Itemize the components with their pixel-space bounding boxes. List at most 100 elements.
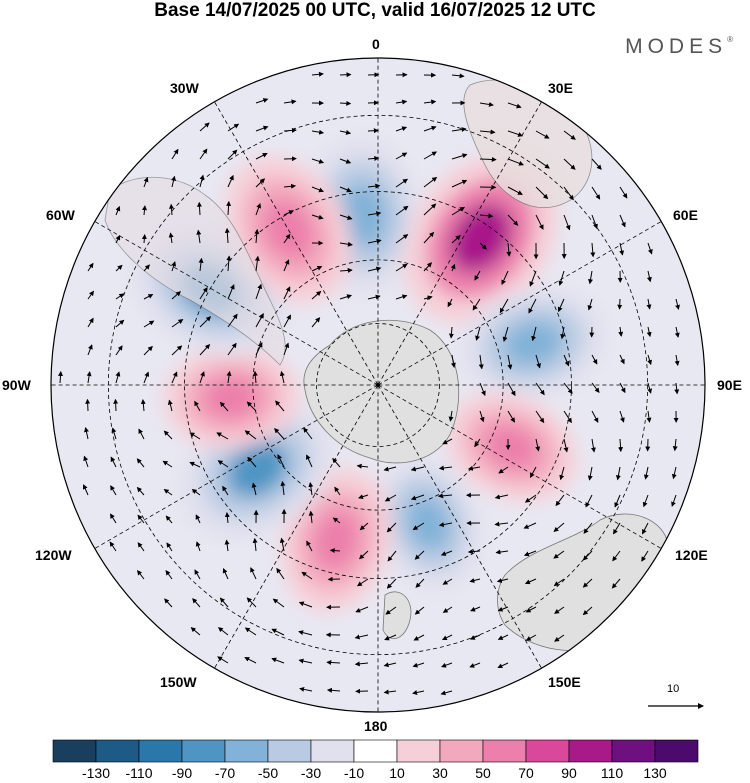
wind-arrow	[588, 270, 593, 285]
wind-arrow	[507, 214, 519, 226]
colorbar-tick-label: 30	[432, 765, 448, 781]
wind-arrow	[272, 598, 285, 608]
wind-arrow	[339, 186, 352, 193]
wind-arrow	[115, 205, 121, 216]
graticule	[51, 58, 705, 712]
wind-arrow	[115, 371, 121, 384]
wind-arrow	[246, 401, 257, 412]
wind-arrow	[558, 270, 565, 286]
wind-arrow	[535, 158, 550, 169]
wind-arrow	[311, 158, 325, 164]
lon-label-90e: 90E	[717, 377, 742, 393]
wind-arrow	[585, 494, 593, 508]
wind-arrow	[423, 231, 435, 244]
wind-arrow	[479, 382, 486, 397]
wind-arrow	[311, 214, 324, 220]
colorbar-tick-label: 70	[518, 765, 534, 781]
lon-label-150e: 150E	[548, 674, 581, 690]
wind-arrow	[217, 460, 229, 468]
wind-arrow	[358, 494, 369, 500]
wind-arrow	[591, 354, 598, 365]
wind-arrow	[423, 203, 437, 216]
wind-arrow	[554, 606, 565, 614]
wind-arrow	[275, 400, 285, 412]
wind-arrow	[507, 354, 513, 370]
wind-arrow	[246, 597, 257, 608]
lon-label-180: 180	[364, 718, 388, 734]
wind-arrow	[507, 410, 515, 423]
wind-arrow	[279, 370, 285, 384]
wind-arrow	[587, 466, 593, 481]
wind-arrow	[219, 401, 229, 412]
meridian-line	[214, 385, 379, 669]
wind-arrow	[137, 514, 145, 524]
wind-arrow	[437, 493, 453, 499]
wind-arrow	[423, 176, 438, 188]
colorbar-swatch	[525, 739, 570, 763]
wind-arrow	[412, 662, 425, 668]
wind-arrow	[311, 186, 324, 193]
wind-arrow	[412, 522, 425, 530]
wind-arrow	[227, 342, 237, 356]
wind-arrow	[395, 205, 409, 216]
wind-arrow	[143, 176, 149, 188]
wind-arrow	[199, 174, 205, 188]
wind-arrow	[86, 371, 92, 384]
wind-arrow	[339, 241, 353, 247]
wind-arrow	[113, 398, 119, 412]
wind-arrow	[674, 354, 680, 367]
wind-arrow	[497, 634, 509, 640]
modes-logo-text: MODES	[625, 35, 728, 58]
wind-arrow	[582, 578, 593, 588]
wind-arrow	[395, 126, 408, 132]
wind-arrow	[502, 326, 509, 342]
lon-label-60e: 60E	[673, 207, 698, 223]
wind-arrow	[279, 537, 285, 552]
wind-arrow	[339, 267, 353, 273]
anomaly-contour	[449, 204, 512, 273]
wind-arrow	[227, 284, 235, 300]
wind-arrow	[143, 320, 155, 328]
wind-arrow	[283, 99, 297, 105]
wind-arrow	[451, 73, 465, 79]
wind-arrow	[283, 259, 290, 272]
wind-arrow	[277, 454, 285, 468]
wind-arrow	[298, 601, 313, 608]
wind-arrow	[226, 255, 232, 272]
wind-arrow	[529, 270, 537, 287]
wind-arrow	[171, 261, 177, 272]
wind-arrow	[553, 578, 565, 587]
wind-arrow	[308, 481, 314, 496]
wind-arrow	[497, 606, 509, 612]
wind-arrow	[110, 513, 117, 524]
wind-arrow	[332, 457, 341, 468]
wind-arrow	[447, 298, 453, 308]
wind-arrow	[254, 228, 260, 244]
wind-arrow	[271, 657, 285, 664]
colorbar-swatch	[310, 739, 355, 763]
colorbar-swatch	[138, 739, 183, 763]
wind-arrow	[413, 634, 425, 641]
wind-arrow	[356, 578, 369, 587]
wind-arrow	[303, 427, 313, 440]
wind-arrow	[339, 100, 352, 106]
wind-arrow	[227, 149, 238, 160]
wind-arrow	[84, 427, 89, 440]
wind-arrow	[448, 326, 454, 339]
wind-arrow	[198, 257, 204, 272]
wind-arrow	[252, 370, 258, 384]
wind-arrow	[423, 295, 433, 301]
wind-arrow	[563, 130, 576, 140]
wind-arrow	[189, 432, 201, 440]
colorbar-swatch	[181, 739, 226, 763]
wind-arrow	[450, 354, 456, 368]
wind-arrow	[227, 313, 238, 328]
wind-arrow	[646, 410, 652, 423]
wind-arrow	[591, 410, 599, 423]
wind-arrow	[283, 314, 291, 328]
colorbar-tick-label: -30	[300, 765, 322, 781]
wind-arrow	[58, 370, 64, 384]
wind-arrow	[271, 628, 285, 636]
wind-arrow	[535, 354, 541, 369]
wind-arrow	[395, 234, 409, 244]
